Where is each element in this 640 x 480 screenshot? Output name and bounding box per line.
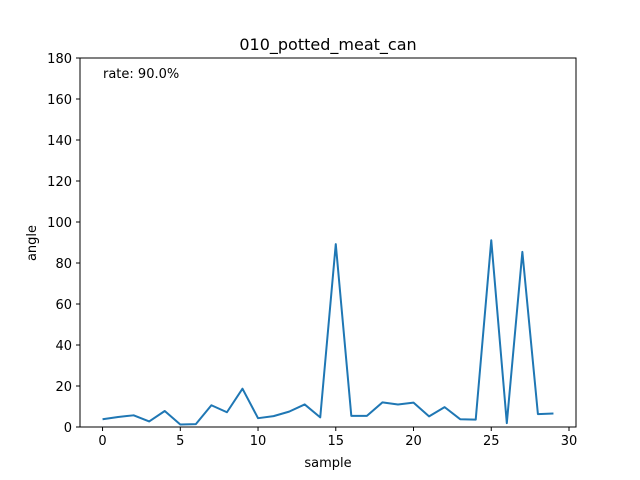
- y-tick-label: 0: [64, 421, 72, 436]
- x-tick-label: 10: [250, 434, 267, 449]
- x-tick-label: 20: [405, 434, 422, 449]
- plot-area: 0 5 10 15 20 25 30 0 20 40 60 80 100 120 140 160 180: [47, 52, 577, 449]
- y-tick-label: 60: [55, 298, 72, 313]
- rate-annotation: rate: 90.0%: [103, 67, 179, 82]
- x-axis-label: sample: [304, 456, 351, 471]
- y-tick-label: 80: [55, 257, 72, 272]
- plot-frame: [79, 57, 577, 428]
- y-axis-label: angle: [25, 225, 40, 261]
- x-tick-label: 30: [561, 434, 578, 449]
- x-tick-label: 15: [328, 434, 345, 449]
- x-tick-label: 0: [98, 434, 106, 449]
- y-tick-label: 160: [47, 93, 72, 108]
- y-tick-label: 140: [47, 134, 72, 149]
- series-line: [102, 239, 554, 426]
- chart-title: 010_potted_meat_can: [239, 35, 416, 55]
- x-tick-label: 25: [483, 434, 500, 449]
- y-tick-label: 100: [47, 216, 72, 231]
- y-tick-label: 120: [47, 175, 72, 190]
- y-tick-label: 40: [55, 339, 72, 354]
- y-tick-label: 20: [55, 380, 72, 395]
- y-tick-label: 180: [47, 52, 72, 67]
- x-tick-label: 5: [176, 434, 184, 449]
